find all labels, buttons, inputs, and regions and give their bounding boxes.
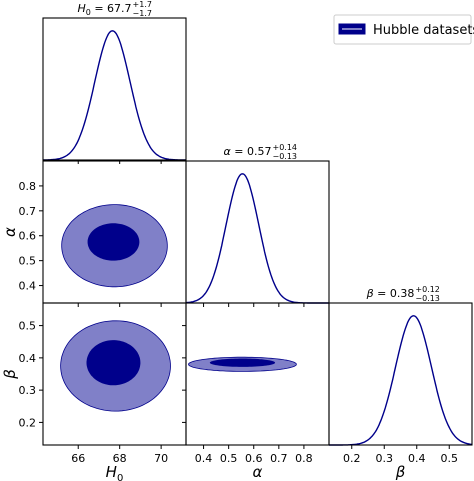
marginal-curve-H0 [43, 30, 186, 161]
contour-68-H0-alpha [87, 223, 140, 261]
legend-label: Hubble datasets [373, 23, 474, 38]
y-tick-label-alpha-0.5: 0.5 [19, 255, 37, 268]
panel-title-err-minus-alpha: −0.13 [272, 152, 297, 161]
y-tick-label-beta-0.3: 0.3 [19, 384, 37, 397]
x-tick-label-alpha-0.4: 0.4 [195, 452, 213, 465]
x-tick-label-alpha-0.7: 0.7 [270, 452, 288, 465]
legend-frame [333, 14, 472, 45]
axes-layer [39, 17, 473, 449]
panel-frame-beta-beta [328, 302, 473, 446]
x-tick-label-H0-68: 68 [113, 452, 127, 465]
marginal-curve-alpha [185, 173, 329, 304]
y-tick-label-alpha-0.4: 0.4 [19, 280, 37, 293]
panel-frame-alpha-beta [185, 302, 330, 446]
y-axis-label-beta: β [1, 369, 19, 380]
panel-title-err-plus-alpha: +0.14 [272, 143, 297, 152]
panel-title-err-minus-beta: −0.13 [415, 294, 440, 303]
x-tick-label-alpha-0.5: 0.5 [220, 452, 238, 465]
label-layer: 0.4 0.5 0.6 0.7 0.8 0.2 0.3 0.4 0.5 66 68 70 0.4 0.5 0… [1, 0, 458, 481]
panel-title-err-plus-H0: +1.7 [133, 0, 152, 9]
y-axis-label-alpha: α [1, 227, 19, 237]
x-tick-label-beta-0.2: 0.2 [343, 452, 361, 465]
panel-title-alpha: α = 0.57 [224, 145, 272, 158]
x-axis-label-beta: β [395, 463, 406, 481]
y-tick-label-alpha-0.7: 0.7 [19, 205, 37, 218]
y-tick-label-beta-0.2: 0.2 [19, 416, 37, 429]
x-axis-label-H0: H0 [106, 463, 124, 481]
x-tick-label-H0-70: 70 [154, 452, 168, 465]
panel-title-err-minus-H0: −1.7 [133, 9, 152, 18]
y-tick-label-beta-0.5: 0.5 [19, 320, 37, 333]
panel-frame-alpha-alpha [185, 160, 330, 304]
x-axis-label-alpha: α [253, 463, 263, 481]
contour-68-alpha-beta [209, 358, 276, 367]
panel-title-H0: H0 = 67.7 [77, 2, 131, 17]
y-tick-label-alpha-0.8: 0.8 [19, 180, 37, 193]
panel-frame-H0-H0 [42, 17, 187, 161]
x-tick-label-beta-0.3: 0.3 [376, 452, 394, 465]
contour-layer [60, 204, 297, 412]
panel-title-err-plus-beta: +0.12 [415, 285, 440, 294]
x-tick-label-alpha-0.8: 0.8 [295, 452, 313, 465]
legend: Hubble datasets [333, 14, 474, 45]
x-tick-label-beta-0.5: 0.5 [441, 452, 459, 465]
x-tick-label-alpha-0.6: 0.6 [245, 452, 263, 465]
contour-68-H0-beta [86, 340, 141, 386]
marginal-curve-beta [329, 315, 473, 446]
panel-title-beta: β = 0.38 [366, 287, 415, 300]
x-tick-label-H0-66: 66 [71, 452, 85, 465]
x-tick-label-beta-0.4: 0.4 [408, 452, 426, 465]
y-tick-label-beta-0.4: 0.4 [19, 352, 37, 365]
y-tick-label-alpha-0.6: 0.6 [19, 230, 37, 243]
